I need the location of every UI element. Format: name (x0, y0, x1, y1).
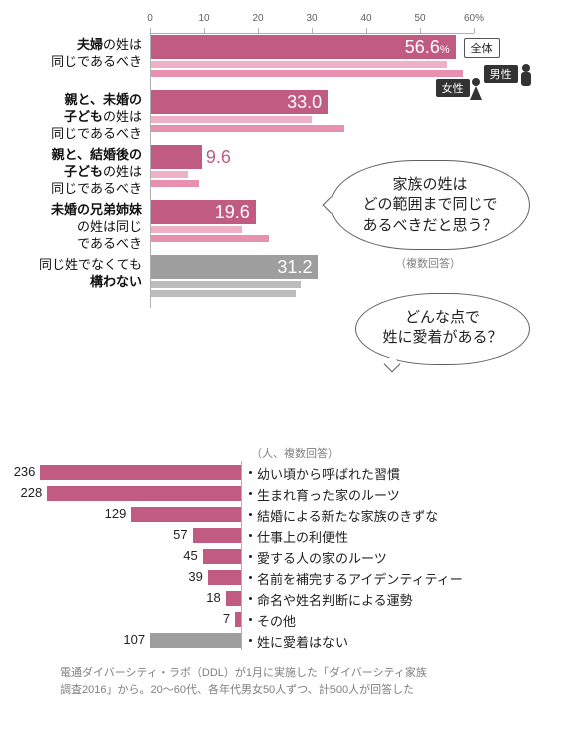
legend-male: 男性 (484, 65, 518, 83)
lower-bar (193, 528, 241, 543)
lower-label: 幼い頃から呼ばれた習慣 (257, 464, 400, 483)
lower-label: 名前を補完するアイデンティティー (257, 569, 463, 588)
category-label: 親と、未婚の子どもの姓は同じであるべき (4, 92, 142, 143)
bar-male (150, 281, 301, 288)
axis-tick: 20 (252, 13, 263, 24)
speech-bubble-2: どんな点で姓に愛着がある？ (355, 293, 530, 365)
lower-bar (47, 486, 241, 501)
lower-label: 結婚による新たな家族のきずな (257, 506, 438, 525)
lower-count: 39 (188, 569, 202, 584)
speech-bubble-1: 家族の姓はどの範囲まで同じであるべきだと思う？ (330, 160, 530, 250)
bar-value: 31.2 (154, 257, 312, 278)
bullet-dot (249, 513, 252, 516)
lower-count: 7 (223, 611, 230, 626)
lower-bar (150, 633, 241, 648)
bullet-dot (249, 639, 252, 642)
bar-female (150, 70, 463, 77)
lower-count: 45 (183, 548, 197, 563)
bar-male (150, 61, 447, 68)
bar-overall (150, 145, 202, 169)
bullet-dot (249, 492, 252, 495)
axis-tick-mark (474, 28, 475, 33)
axis-tick: 30 (306, 13, 317, 24)
lower-count: 228 (21, 485, 43, 500)
category-label: 夫婦の姓は同じであるべき (4, 37, 142, 71)
axis-tick: 10 (198, 13, 209, 24)
category-label: 親と、結婚後の子どもの姓は同じであるべき (4, 147, 142, 198)
lower-baseline (241, 461, 242, 650)
lower-bar (131, 507, 241, 522)
bubble-tail (323, 197, 340, 214)
female-icon (468, 77, 484, 101)
lower-bar (226, 591, 241, 606)
category-label: 未婚の兄弟姉妹の姓は同じであるべき (4, 202, 142, 253)
lower-label: 姓に愛着はない (257, 632, 348, 651)
bullet-dot (249, 597, 252, 600)
lower-bar (203, 549, 241, 564)
lower-label: その他 (257, 611, 296, 630)
bullet-dot (249, 618, 252, 621)
lower-count: 236 (14, 464, 36, 479)
bar-male (150, 171, 188, 178)
bullet-dot (249, 555, 252, 558)
infographic-root: 0 10 20 30 40 50 60% 夫婦の姓は同じであるべき 56.6% 親と、未婚の子ども… (0, 0, 568, 740)
bar-female (150, 235, 269, 242)
bar-female (150, 290, 296, 297)
legend-female: 女性 (436, 79, 470, 97)
bar-value: 9.6 (206, 147, 246, 168)
lower-count: 129 (105, 506, 127, 521)
bar-male (150, 226, 242, 233)
lower-count: 18 (206, 590, 220, 605)
lower-label: 命名や姓名判断による運勢 (257, 590, 413, 609)
footnote: 電通ダイバーシティ・ラボ（DDL）が1月に実施した「ダイバーシティ家族調査201… (60, 665, 530, 698)
bubble-subnote: （複数回答） (395, 255, 461, 271)
bullet-dot (249, 471, 252, 474)
male-icon (518, 63, 534, 87)
bar-value: 56.6% (154, 37, 450, 58)
bullet-dot (249, 576, 252, 579)
bar-value: 33.0 (154, 92, 322, 113)
lower-label: 愛する人の家のルーツ (257, 548, 387, 567)
bar-female (150, 180, 199, 187)
bubble-tail (384, 356, 401, 373)
bar-value: 19.6 (154, 202, 250, 223)
category-label: 同じ姓でなくても構わない (4, 257, 142, 291)
lower-header: （人、複数回答） (251, 445, 339, 461)
lower-count: 107 (123, 632, 145, 647)
axis-tick: 0 (147, 13, 153, 24)
axis-tick: 50 (414, 13, 425, 24)
lower-bar (40, 465, 241, 480)
axis-tick: 40 (360, 13, 371, 24)
axis-baseline (150, 33, 151, 308)
bar-male (150, 116, 312, 123)
lower-bar (208, 570, 241, 585)
lower-count: 57 (173, 527, 187, 542)
axis-tick: 60% (464, 13, 484, 24)
bullet-dot (249, 534, 252, 537)
axis-line (150, 33, 474, 34)
lower-label: 仕事上の利便性 (257, 527, 348, 546)
lower-label: 生まれ育った家のルーツ (257, 485, 400, 504)
legend-overall: 全体 (464, 38, 500, 58)
bar-female (150, 125, 344, 132)
